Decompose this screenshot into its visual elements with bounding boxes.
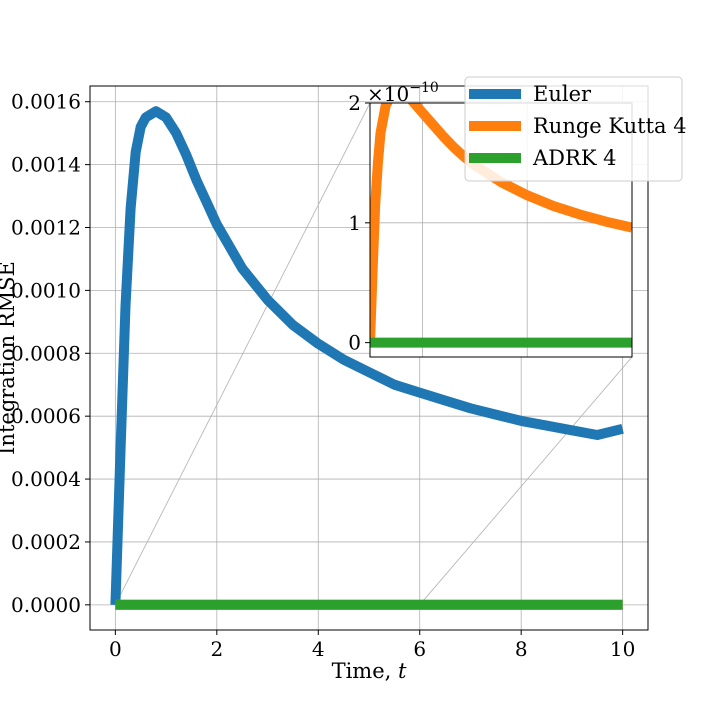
inset-series-line-runge-kutta-4	[370, 103, 632, 343]
inset-y-tick-label: 1	[348, 211, 361, 235]
inset-y-tick-label: 0	[348, 331, 361, 355]
x-tick-label: 4	[312, 637, 325, 661]
connector-line	[114, 102, 371, 606]
legend-label: Runge Kutta 4	[533, 114, 687, 138]
y-tick-label: 0.0008	[11, 341, 81, 365]
y-tick-label: 0.0002	[11, 530, 81, 554]
y-tick-label: 0.0014	[11, 153, 81, 177]
x-tick-label: 8	[515, 637, 528, 661]
legend-label: Euler	[533, 82, 592, 106]
x-tick-label: 2	[210, 637, 223, 661]
main-series-group	[110, 106, 624, 610]
y-tick-label: 0.0000	[11, 593, 81, 617]
x-tick-label: 6	[413, 637, 426, 661]
inset-connector-lines	[114, 102, 633, 606]
x-tick-label: 0	[109, 637, 122, 661]
y-tick-label: 0.0006	[11, 404, 81, 428]
inset-ticks: 0 1 2	[348, 91, 370, 355]
connector-line	[419, 356, 633, 606]
main-ticks: 0 2 4 6 8 100.00000.00020.00040.00060.00080.0…	[11, 90, 635, 661]
inset-series-group	[370, 103, 632, 348]
x-tick-label: 10	[610, 637, 635, 661]
inset-y-tick-label: 2	[348, 91, 361, 115]
y-tick-label: 0.0012	[11, 216, 81, 240]
legend: Euler Runge Kutta 4 ADRK 4	[464, 76, 687, 182]
main-axes-frame	[89, 85, 649, 631]
inset-scale-label: ×10−10	[367, 80, 439, 106]
y-tick-label: 0.0016	[11, 90, 81, 114]
x-axis-label: Time, t	[332, 659, 407, 683]
y-tick-label: 0.0010	[11, 278, 81, 302]
legend-items: Euler Runge Kutta 4 ADRK 4	[469, 82, 687, 170]
legend-label: ADRK 4	[532, 146, 617, 170]
y-axis-label: Integration RMSE	[0, 261, 19, 455]
y-tick-label: 0.0004	[11, 467, 81, 491]
series-line-euler	[110, 106, 624, 605]
